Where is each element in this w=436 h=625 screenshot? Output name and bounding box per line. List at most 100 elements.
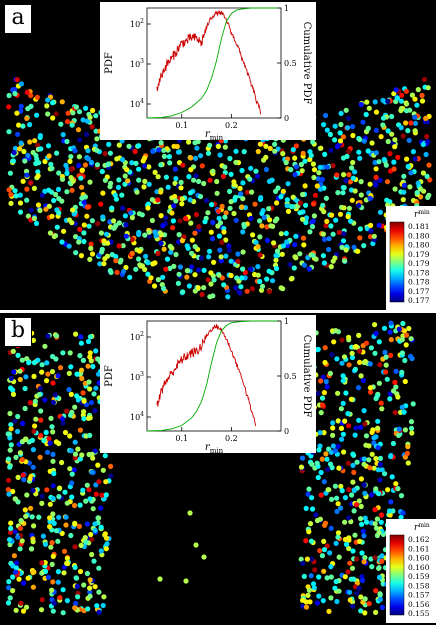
panel-b-scatter-point	[8, 426, 14, 432]
panel-a-scatter-point	[426, 162, 432, 168]
panel-b-scatter-point	[299, 455, 306, 461]
panel-b-scatter-point	[371, 465, 377, 471]
panel-a-scatter-point	[332, 255, 338, 261]
panel-b-scatter-point	[340, 373, 346, 379]
panel-b-scatter-point	[32, 398, 39, 404]
panel-b-scatter-point	[338, 406, 344, 412]
panel-b-scatter-point	[7, 435, 13, 441]
panel-b-scatter-point	[403, 332, 410, 338]
panel-b-scatter-point	[31, 428, 37, 434]
panel-b-scatter-point	[377, 455, 383, 461]
panel-a-scatter-point	[47, 230, 54, 236]
panel-a-scatter-point	[401, 173, 407, 179]
panel-a-scatter-point	[405, 163, 411, 170]
panel-a-scatter-point	[173, 198, 179, 204]
panel-a-scatter-point	[152, 169, 158, 175]
panel-a-scatter-point	[327, 131, 333, 138]
panel-a-scatter-point	[124, 167, 130, 173]
panel-b-scatter-point	[17, 450, 23, 456]
panel-a-scatter-point	[146, 229, 152, 235]
panel-a-scatter-point	[89, 251, 96, 257]
panel-a-scatter-point	[175, 149, 182, 155]
panel-a-scatter-point	[364, 99, 370, 105]
panel-b-scatter-point	[93, 348, 99, 354]
panel-b-scatter-point	[74, 583, 80, 589]
panel-a-scatter-point	[284, 239, 290, 245]
panel-a-scatter-point	[373, 150, 379, 156]
panel-a-scatter-point	[17, 192, 23, 198]
colorbar-0-gradient-bar	[389, 221, 405, 303]
panel-a-scatter-point	[171, 203, 177, 209]
panel-b-scatter-point	[79, 452, 85, 458]
panel-a-scatter-point	[77, 137, 83, 143]
panel-b-scatter-point	[308, 538, 314, 544]
panel-b-scatter-point	[94, 603, 100, 609]
panel-a-scatter-point	[337, 138, 344, 144]
panel-a-scatter-point	[183, 215, 189, 222]
panel-a-scatter-point	[343, 107, 349, 113]
panel-a-scatter-point	[188, 167, 194, 173]
panel-b-scatter-point	[376, 530, 382, 536]
panel-a-scatter-point	[240, 266, 246, 272]
panel-b-scatter-point	[358, 373, 364, 379]
inset-1-y-right-tick-label: 0	[284, 427, 289, 436]
panel-a-scatter-point	[8, 192, 14, 198]
panel-b-scatter-point	[318, 410, 324, 416]
panel-b-scatter-point	[367, 385, 373, 391]
panel-a-scatter-point	[54, 150, 60, 156]
panel-b-scatter-point	[33, 416, 39, 422]
panel-b-scatter-point	[320, 598, 326, 604]
panel-a-scatter-point	[373, 166, 379, 172]
panel-a-scatter-point	[155, 174, 161, 180]
panel-a-scatter-point	[133, 266, 139, 272]
panel-a-scatter-point	[288, 203, 295, 210]
panel-a-scatter-point	[376, 159, 382, 165]
panel-a-scatter-point	[18, 108, 24, 114]
panel-a-scatter-point	[323, 195, 329, 201]
panel-a-scatter-point	[94, 136, 100, 142]
colorbar-0-tick-label: 0.178	[408, 278, 430, 287]
panel-a-scatter-point	[401, 189, 407, 195]
panel-b-scatter-point	[39, 560, 45, 566]
panel-a-scatter-point	[301, 262, 308, 268]
panel-b-scatter-point	[49, 540, 55, 546]
panel-a-scatter-point	[346, 172, 352, 178]
panel-a-scatter-point	[187, 197, 193, 203]
panel-a-scatter-point	[98, 230, 104, 236]
panel-b-scatter-point	[50, 458, 56, 464]
panel-a-scatter-point	[293, 164, 299, 170]
panel-a-scatter-point	[348, 218, 354, 224]
panel-b-scatter-point	[324, 384, 330, 390]
panel-a-scatter-point	[391, 166, 397, 172]
panel-b-scatter-point	[42, 397, 48, 403]
panel-b-scatter-point	[345, 569, 351, 575]
panel-b-scatter-point	[393, 368, 399, 374]
panel-a-scatter-point	[6, 187, 12, 193]
panel-b-scatter-point	[22, 436, 28, 443]
panel-b-scatter-point	[321, 390, 327, 396]
panel-b-scatter-point	[65, 560, 71, 567]
colorbar-1-tick-label: 0.162	[408, 535, 430, 544]
panel-b-scatter-point	[66, 370, 72, 376]
panel-a-scatter-point	[283, 160, 289, 166]
panel-a-scatter-point	[69, 187, 75, 193]
panel-a-scatter-point	[37, 133, 44, 139]
panel-a-scatter-point	[387, 151, 393, 157]
panel-a-scatter-point	[83, 131, 90, 137]
panel-a-scatter-point	[136, 166, 142, 172]
panel-a-scatter-point	[412, 128, 418, 134]
panel-b-scatter-point	[76, 523, 82, 529]
panel-b-scatter-point	[6, 477, 12, 483]
panel-a-scatter-point	[208, 281, 214, 287]
panel-b-scatter-point	[87, 589, 93, 595]
panel-b-scatter-point	[335, 501, 341, 507]
panel-a-scatter-point	[18, 81, 24, 87]
panel-a-scatter-point	[228, 272, 234, 279]
panel-a-scatter-point	[321, 122, 327, 128]
panel-b-scatter-point	[86, 487, 92, 493]
panel-a-scatter-point	[176, 232, 182, 238]
panel-a-scatter-point	[145, 205, 151, 211]
panel-a-scatter-point	[278, 194, 284, 200]
inset-0-y-right-label: Cumulative PDF	[301, 22, 312, 105]
